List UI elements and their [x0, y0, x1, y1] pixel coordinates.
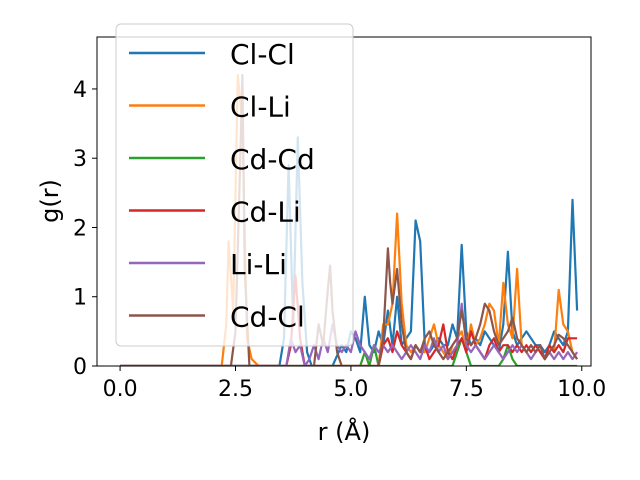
y-tick-label: 1 [73, 286, 87, 311]
y-tick-label: 0 [73, 355, 87, 380]
legend: Cl-Cl Cl-Li Cd-Cd Cd-Li Li-Li Cd-Cl [115, 23, 354, 347]
legend-label: Cl-Cl [230, 38, 295, 71]
x-axis-ticks: 0.0 2.5 5.0 7.5 10.0 [103, 366, 606, 402]
legend-box [115, 23, 354, 347]
legend-label: Cd-Cl [230, 301, 305, 334]
legend-label: Cd-Li [230, 196, 301, 229]
x-tick-label: 10.0 [557, 377, 606, 402]
legend-label: Cl-Li [230, 91, 291, 124]
x-tick-label: 5.0 [333, 377, 368, 402]
y-axis-label: g(r) [36, 179, 64, 223]
x-tick-label: 0.0 [103, 377, 138, 402]
y-tick-label: 2 [73, 216, 87, 241]
series-line-3 [120, 274, 578, 366]
x-axis-label: r (Å) [318, 417, 371, 446]
legend-label: Li-Li [230, 248, 287, 281]
x-tick-label: 7.5 [449, 377, 484, 402]
y-axis-ticks: 0 1 2 3 4 [73, 78, 97, 380]
y-tick-label: 4 [73, 78, 87, 103]
legend-label: Cd-Cd [230, 143, 315, 176]
x-tick-label: 2.5 [218, 377, 253, 402]
y-tick-label: 3 [73, 147, 87, 172]
